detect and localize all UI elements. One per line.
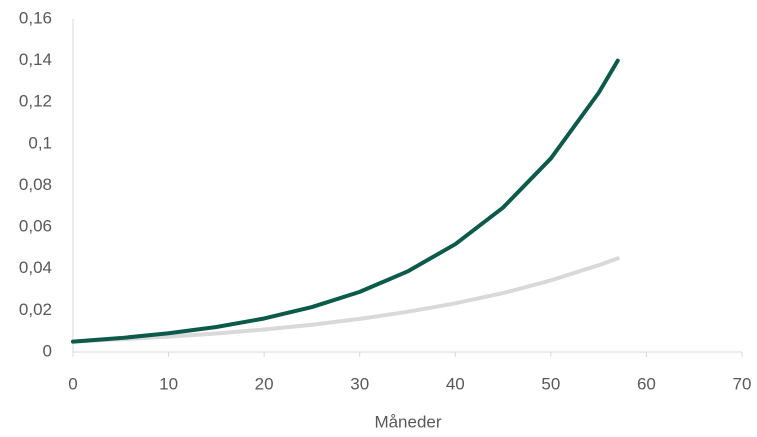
x-axis-title: Måneder (374, 412, 441, 431)
x-tick-label: 0 (68, 374, 77, 393)
x-tick-label: 40 (446, 374, 465, 393)
y-tick-label: 0,16 (19, 8, 52, 27)
data-line (71, 58, 620, 344)
x-tick-label: 50 (541, 374, 560, 393)
x-tick-label: 20 (255, 374, 274, 393)
y-tick-label: 0,04 (19, 258, 52, 277)
y-tick-label: 0 (43, 341, 52, 360)
x-tick-label: 10 (159, 374, 178, 393)
y-tick-label: 0,14 (19, 50, 52, 69)
x-tick-label: 60 (637, 374, 656, 393)
y-tick-label: 0,06 (19, 217, 52, 236)
y-tick-label: 0,02 (19, 300, 52, 319)
y-tick-label: 0,08 (19, 175, 52, 194)
y-tick-label: 0,1 (28, 133, 52, 152)
x-tick-label: 70 (733, 374, 752, 393)
data-line (71, 256, 620, 344)
y-tick-label: 0,12 (19, 92, 52, 111)
x-tick-label: 30 (350, 374, 369, 393)
